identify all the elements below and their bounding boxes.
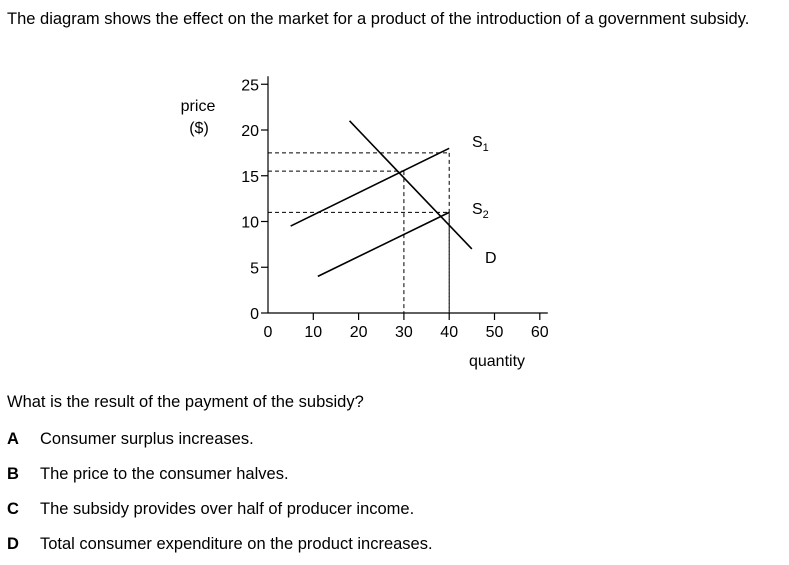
x-tick-label: 40 <box>440 324 458 341</box>
x-tick-label: 10 <box>304 324 322 341</box>
option-d-letter: D <box>7 535 19 553</box>
question-intro: The diagram shows the effect on the mark… <box>7 10 750 28</box>
y-tick-label: 25 <box>241 77 259 94</box>
option-a[interactable]: A Consumer surplus increases. <box>7 430 254 449</box>
curve-label-s2-main: S <box>472 201 483 218</box>
x-axis-label: quantity <box>469 353 525 370</box>
x-tick-label: 0 <box>264 324 273 341</box>
curve-label-d: D <box>485 250 497 267</box>
axis-ticks: 0 10 20 30 40 50 60 0 5 10 15 20 25 <box>241 77 549 341</box>
option-d[interactable]: D Total consumer expenditure on the produ… <box>7 535 433 554</box>
y-tick-label: 0 <box>250 306 259 323</box>
y-tick-label: 10 <box>241 215 259 232</box>
curve-s1 <box>290 147 450 227</box>
option-a-text: Consumer surplus increases. <box>40 430 254 448</box>
curve-label-s2-sub: 2 <box>483 209 489 221</box>
option-b[interactable]: B The price to the consumer halves. <box>7 465 289 484</box>
y-tick-label: 5 <box>250 260 259 277</box>
curve-label-s1: S1 <box>472 134 489 154</box>
option-c[interactable]: C The subsidy provides over half of produ… <box>7 500 414 519</box>
y-axis-label-line2: ($) <box>189 120 209 137</box>
y-axis-label-line1: price <box>181 98 216 115</box>
curve-label-s2: S2 <box>472 201 489 221</box>
supply-demand-diagram: 0 10 20 30 40 50 60 0 5 10 15 20 25 price ($) quanti… <box>181 76 549 370</box>
curves <box>290 120 473 278</box>
option-b-text: The price to the consumer halves. <box>40 465 289 483</box>
curve-s2 <box>317 211 450 278</box>
dashed-guides <box>268 152 450 313</box>
x-tick-label: 60 <box>531 324 549 341</box>
option-c-text: The subsidy provides over half of produc… <box>40 500 415 518</box>
y-tick-label: 20 <box>241 123 259 140</box>
curve-d <box>348 120 473 250</box>
x-tick-label: 20 <box>350 324 368 341</box>
curve-label-s1-sub: 1 <box>483 142 489 154</box>
question-prompt: What is the result of the payment of the… <box>7 393 364 411</box>
option-d-text: Total consumer expenditure on the produc… <box>40 535 433 553</box>
option-b-letter: B <box>7 465 19 483</box>
option-a-letter: A <box>7 430 19 448</box>
y-tick-label: 15 <box>241 169 259 186</box>
option-c-letter: C <box>7 500 19 518</box>
x-tick-label: 30 <box>395 324 413 341</box>
x-tick-label: 50 <box>486 324 504 341</box>
curve-label-s1-main: S <box>472 134 483 151</box>
